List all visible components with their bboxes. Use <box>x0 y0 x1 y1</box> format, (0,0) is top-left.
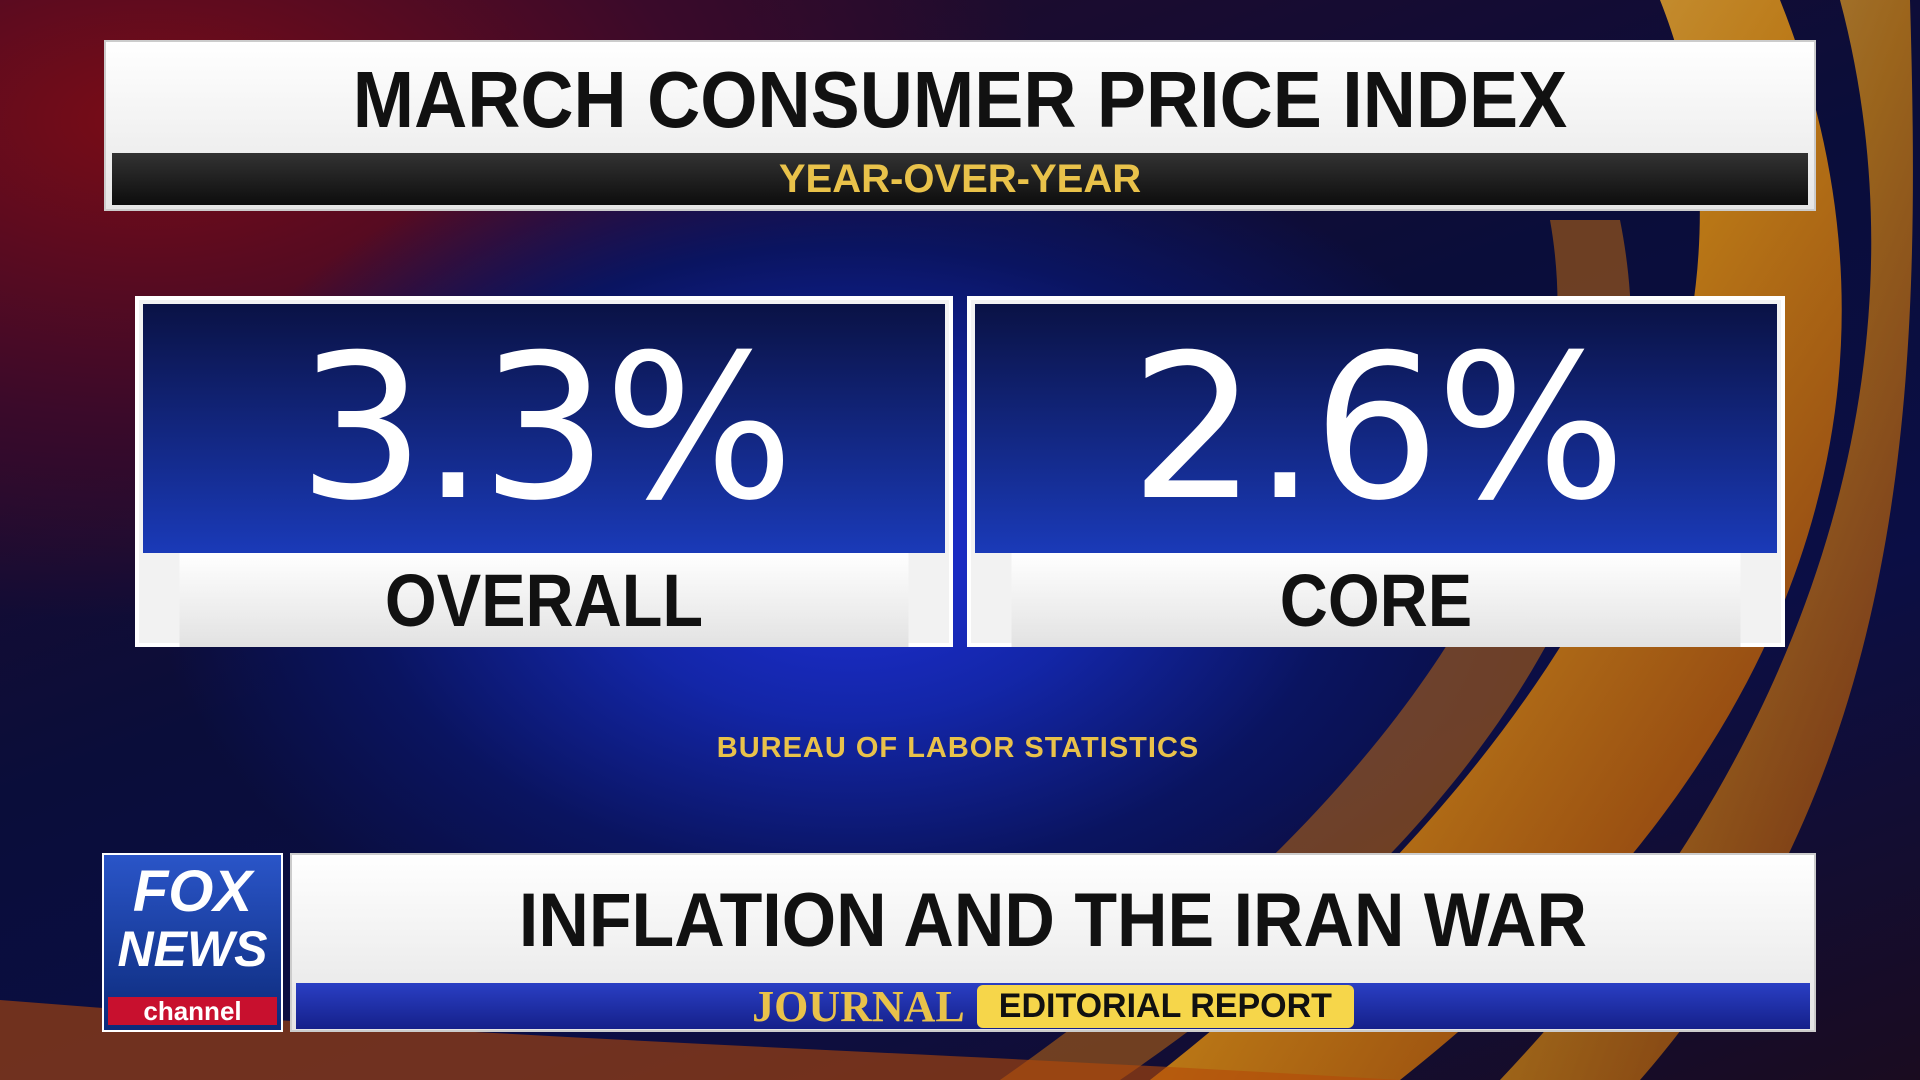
panel-label: CORE <box>1011 553 1741 647</box>
logo-bottom: channel <box>108 996 277 1026</box>
panel: 2.6% CORE <box>967 296 1785 647</box>
logo: FOX NEWS channel <box>102 853 283 1032</box>
show-strip: JOURNAL EDITORIAL REPORT <box>296 981 1810 1031</box>
show: JOURNAL <box>752 981 965 1031</box>
panel: 3.3% OVERALL <box>135 296 953 647</box>
panel-value: 3.3% <box>143 304 945 553</box>
logo-top: FOX <box>132 858 253 924</box>
title: MARCH CONSUMER PRICE INDEX <box>352 55 1568 144</box>
logo-middle: NEWS <box>117 921 268 977</box>
subtitle: YEAR-OVER-YEAR <box>112 153 1808 205</box>
source: BUREAU OF LABOR STATISTICS <box>716 731 1200 764</box>
show-badge: EDITORIAL REPORT <box>976 984 1354 1028</box>
title-box: MARCH CONSUMER PRICE INDEX YEAR-OVER-YEA… <box>104 40 1816 211</box>
panel-label: OVERALL <box>179 553 909 647</box>
headline: INFLATION AND THE IRAN WAR <box>518 877 1588 963</box>
panel-value: 2.6% <box>975 304 1777 553</box>
lower-third: INFLATION AND THE IRAN WAR JOURNAL EDITO… <box>290 853 1816 1032</box>
